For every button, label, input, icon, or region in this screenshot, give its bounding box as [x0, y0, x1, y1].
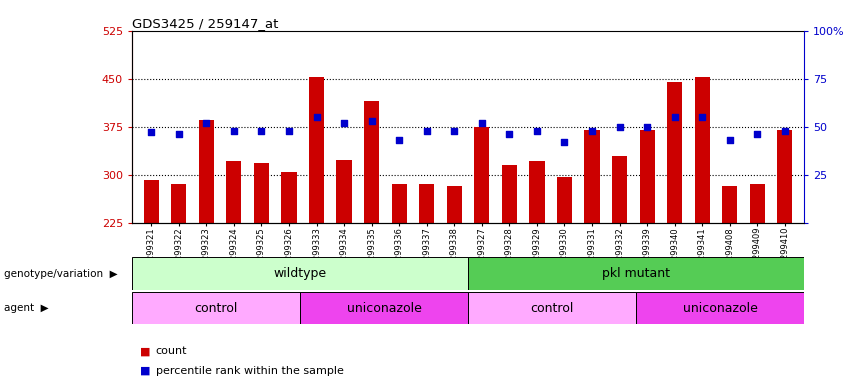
Bar [132, 292, 300, 324]
Point [283, 127, 296, 134]
Bar [391, 184, 407, 223]
Bar [468, 257, 804, 290]
Bar [722, 185, 737, 223]
Point [420, 127, 433, 134]
Point [723, 137, 737, 143]
Bar [364, 101, 380, 223]
Bar [468, 292, 636, 324]
Point [199, 120, 213, 126]
Text: GDS3425 / 259147_at: GDS3425 / 259147_at [132, 17, 278, 30]
Bar [667, 82, 683, 223]
Bar [254, 163, 269, 223]
Bar [282, 172, 296, 223]
Text: uniconazole: uniconazole [346, 302, 421, 314]
Bar [694, 78, 710, 223]
Point [751, 131, 764, 137]
Bar [132, 257, 468, 290]
Point [172, 131, 186, 137]
Point [365, 118, 379, 124]
Point [668, 114, 682, 120]
Text: percentile rank within the sample: percentile rank within the sample [156, 366, 344, 376]
Text: pkl mutant: pkl mutant [603, 267, 670, 280]
Bar [336, 160, 351, 223]
Point [503, 131, 517, 137]
Text: wildtype: wildtype [273, 267, 327, 280]
Bar [144, 180, 159, 223]
Text: ■: ■ [140, 366, 154, 376]
Point [254, 127, 268, 134]
Bar [447, 185, 462, 223]
Point [310, 114, 323, 120]
Point [227, 127, 241, 134]
Text: genotype/variation  ▶: genotype/variation ▶ [4, 268, 118, 279]
Bar [502, 165, 517, 223]
Bar [557, 177, 572, 223]
Bar [474, 127, 489, 223]
Bar [529, 161, 545, 223]
Text: agent  ▶: agent ▶ [4, 303, 49, 313]
Point [448, 127, 461, 134]
Bar [300, 292, 468, 324]
Text: count: count [156, 346, 187, 356]
Bar [777, 130, 792, 223]
Point [475, 120, 488, 126]
Point [392, 137, 406, 143]
Bar [585, 130, 600, 223]
Point [557, 139, 571, 145]
Bar [309, 78, 324, 223]
Point [778, 127, 791, 134]
Point [530, 127, 544, 134]
Bar [636, 292, 804, 324]
Text: ■: ■ [140, 346, 154, 356]
Point [145, 129, 158, 136]
Bar [199, 120, 214, 223]
Bar [171, 184, 186, 223]
Text: control: control [194, 302, 237, 314]
Point [613, 124, 626, 130]
Point [695, 114, 709, 120]
Bar [226, 161, 242, 223]
Point [337, 120, 351, 126]
Bar [640, 130, 654, 223]
Bar [612, 156, 627, 223]
Text: control: control [530, 302, 574, 314]
Bar [750, 184, 765, 223]
Text: uniconazole: uniconazole [683, 302, 757, 314]
Point [585, 127, 599, 134]
Point [640, 124, 654, 130]
Bar [420, 184, 434, 223]
